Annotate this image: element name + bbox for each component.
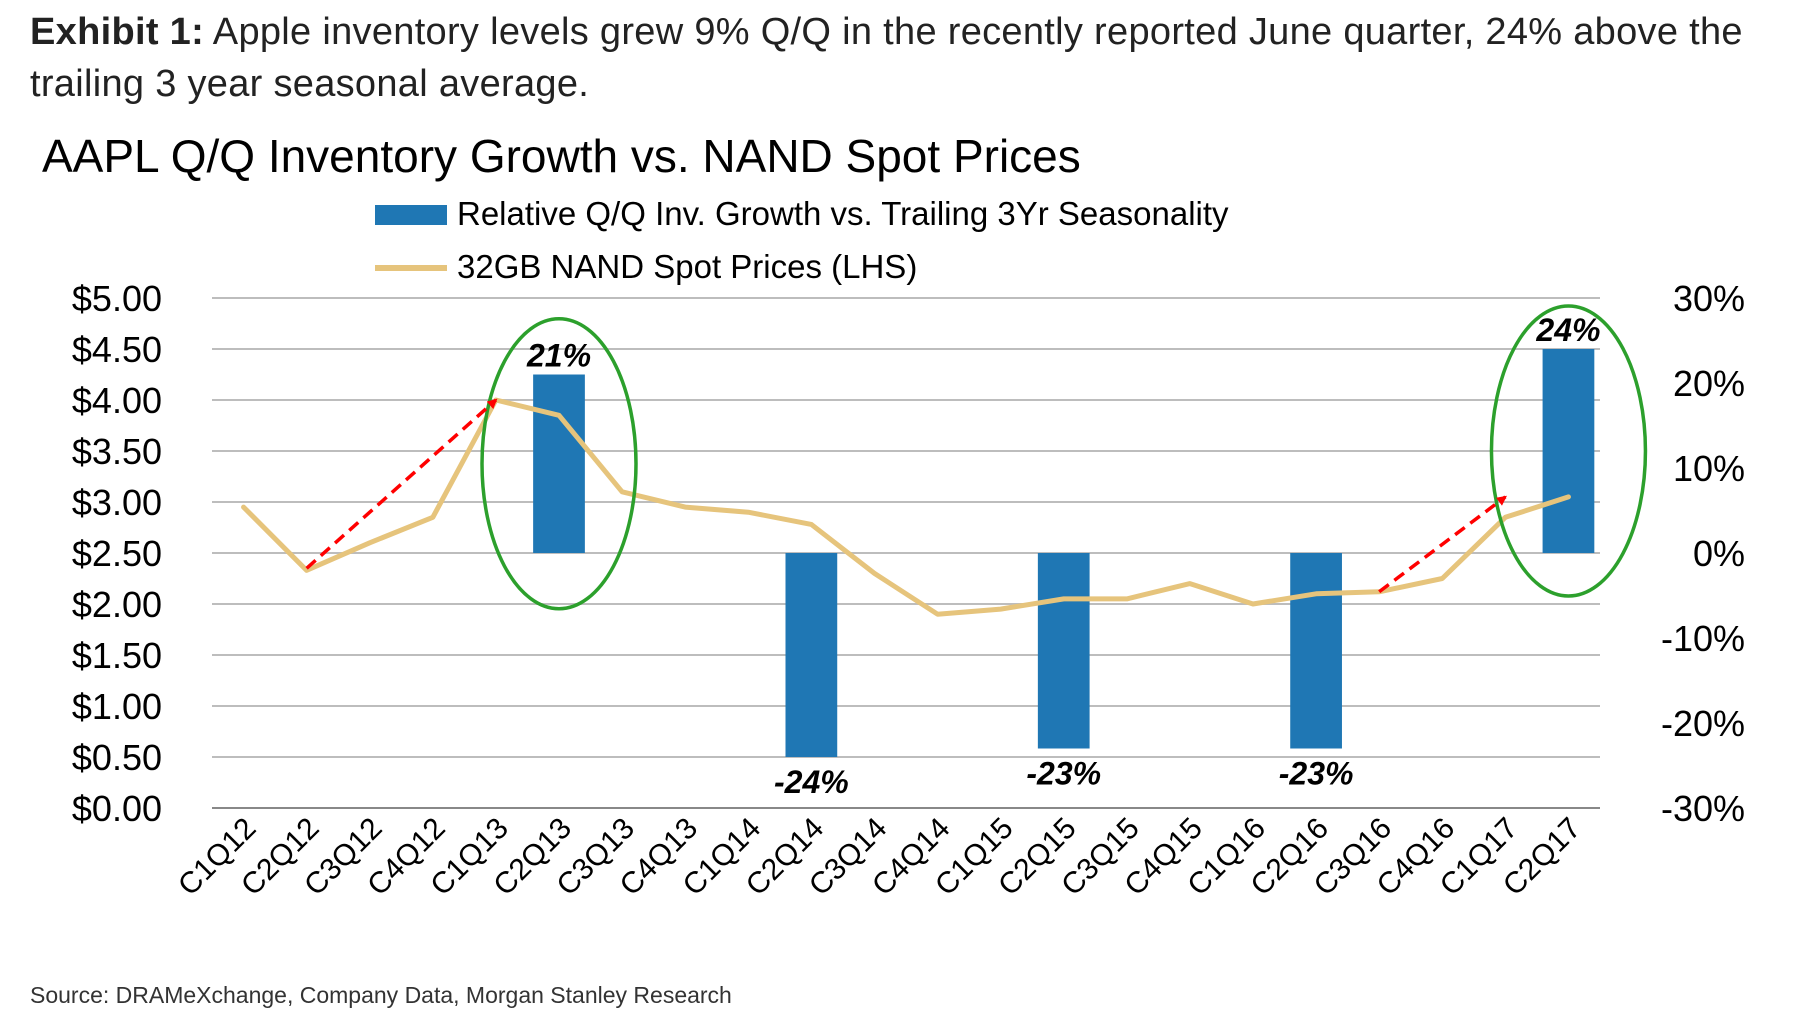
left-tick-label: $1.50 [72, 635, 162, 676]
bar-series [533, 349, 1595, 757]
trend-arrow [305, 398, 498, 570]
right-tick-label: 20% [1673, 363, 1745, 404]
left-tick-label: $0.00 [72, 788, 162, 829]
bar [785, 553, 838, 757]
right-axis: -30% -20% -10% 0% 10% 20% 30% [1661, 278, 1745, 829]
exhibit-text: Apple inventory levels grew 9% Q/Q in th… [30, 11, 1743, 105]
bar [1037, 553, 1090, 749]
left-tick-label: $2.50 [72, 533, 162, 574]
nand-price-line [241, 397, 1571, 617]
left-tick-label: $5.00 [72, 278, 162, 319]
bar-data-label: 24% [1535, 312, 1600, 348]
legend-label-line: 32GB NAND Spot Prices (LHS) [457, 248, 917, 285]
left-tick-label: $1.00 [72, 686, 162, 727]
left-axis: $0.00 $0.50 $1.00 $1.50 $2.00 $2.50 $3.00 $3.50… [72, 278, 162, 829]
bar-data-labels: 21% -24% -23% -23% 24% [526, 312, 1601, 800]
exhibit-caption: Exhibit 1: Apple inventory levels grew 9… [30, 6, 1780, 110]
left-tick-label: $4.00 [72, 380, 162, 421]
legend: Relative Q/Q Inv. Growth vs. Trailing 3Y… [375, 195, 1229, 285]
right-tick-label: 10% [1673, 448, 1745, 489]
left-tick-label: $3.00 [72, 482, 162, 523]
left-tick-label: $0.50 [72, 737, 162, 778]
bar-data-label: -24% [774, 764, 849, 800]
right-tick-label: -10% [1661, 618, 1745, 659]
exhibit-label: Exhibit 1: [30, 11, 205, 53]
bar-data-label: 21% [526, 338, 591, 374]
right-tick-label: 30% [1673, 278, 1745, 319]
left-tick-label: $2.00 [72, 584, 162, 625]
left-tick-label: $3.50 [72, 431, 162, 472]
annotations [305, 304, 1648, 611]
chart-title: AAPL Q/Q Inventory Growth vs. NAND Spot … [42, 130, 1081, 182]
bar-data-label: -23% [1279, 756, 1354, 792]
right-tick-label: -20% [1661, 703, 1745, 744]
bar-data-label: -23% [1026, 756, 1101, 792]
legend-swatch-bar [375, 205, 447, 225]
left-tick-label: $4.50 [72, 329, 162, 370]
line-series [241, 397, 1571, 617]
gridlines [212, 297, 1600, 809]
bar [1542, 349, 1595, 553]
right-tick-label: 0% [1693, 533, 1745, 574]
x-axis: C1Q12C2Q12C3Q12C4Q12C1Q13C2Q13C3Q13C4Q13… [172, 812, 1587, 903]
highlight-circle [1489, 304, 1648, 598]
source-note: Source: DRAMeXchange, Company Data, Morg… [30, 982, 732, 1008]
bar [533, 374, 585, 553]
right-tick-label: -30% [1661, 788, 1745, 829]
highlight-circle [480, 317, 638, 611]
chart: AAPL Q/Q Inventory Growth vs. NAND Spot … [42, 130, 1745, 903]
legend-label-bar: Relative Q/Q Inv. Growth vs. Trailing 3Y… [457, 195, 1229, 232]
trend-arrow [1378, 495, 1507, 594]
bar [1290, 553, 1342, 749]
